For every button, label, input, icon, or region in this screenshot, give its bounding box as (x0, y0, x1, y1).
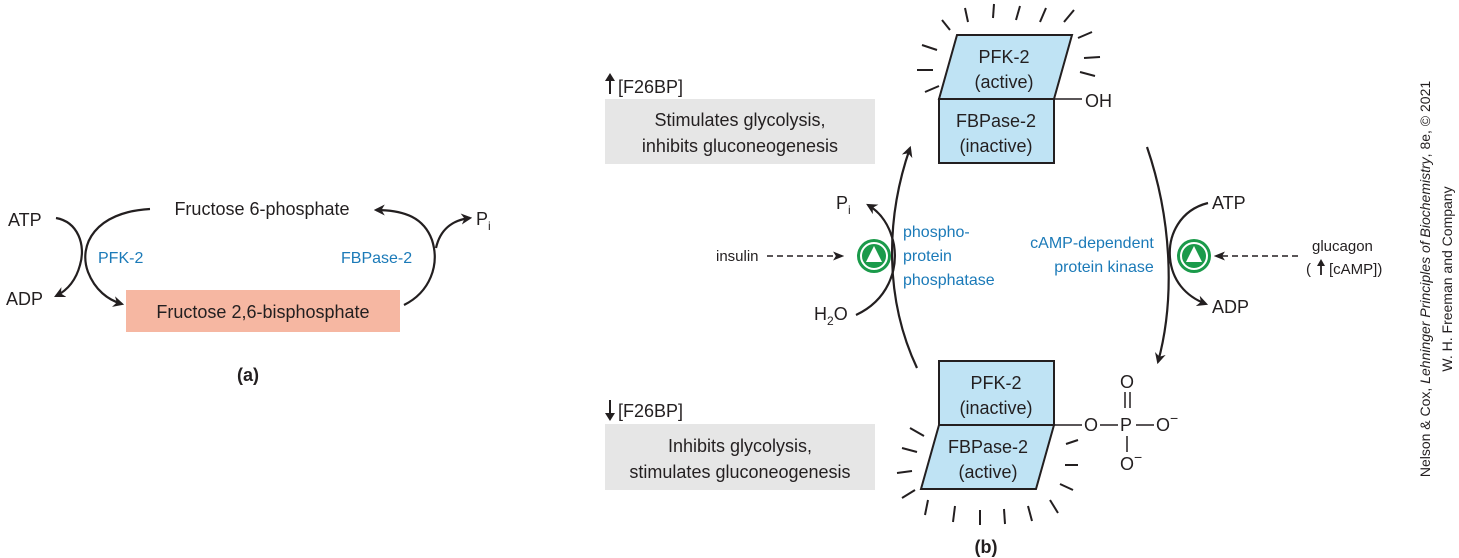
credit-line2: W. H. Freeman and Company (1439, 186, 1455, 371)
phosphatase-line3: phosphatase (903, 272, 995, 289)
panel-a-label: (a) (237, 365, 259, 385)
glucagon-activator-icon (1177, 239, 1211, 273)
phosphatase-line2: protein (903, 248, 952, 265)
stimulates-glycolysis-box (605, 99, 875, 164)
atp-adp-right-arc (1168, 201, 1209, 307)
svg-text:P: P (1120, 415, 1132, 435)
top-fbpase2-inactive-shape (938, 98, 1055, 164)
phosphatase-line1: phospho- (903, 224, 970, 241)
adp-label: ADP (6, 289, 43, 309)
bottom-fbpase2-line2: (active) (958, 462, 1017, 482)
phosphate-o-right: O− (1156, 410, 1178, 435)
inhibits-glycolysis-box (605, 424, 875, 490)
credit-text: Nelson & Cox, Lehninger Principles of Bi… (1417, 81, 1455, 478)
bottom-pfk2-inactive-shape (938, 360, 1055, 426)
fructose-26-bisphosphate-label: Fructose 2,6-bisphosphate (156, 302, 369, 322)
camp-open-paren: ( (1306, 261, 1311, 278)
credit-line1: Nelson & Cox, Lehninger Principles of Bi… (1417, 81, 1433, 478)
svg-text:O: O (1120, 372, 1134, 392)
inhibits-line2: stimulates gluconeogenesis (629, 462, 850, 482)
atp-adp-arrow (54, 216, 84, 297)
fructose-26-bisphosphate-box (126, 290, 400, 332)
glucagon-label: glucagon (1312, 238, 1373, 255)
stimulates-line1: Stimulates glycolysis, (654, 110, 825, 130)
insulin-activator-icon (857, 239, 891, 273)
top-fbpase2-line2: (inactive) (959, 136, 1032, 156)
fructose-6-phosphate-label: Fructose 6-phosphate (174, 199, 349, 219)
pfk2-label: PFK-2 (98, 250, 143, 267)
top-pfk2-line1: PFK-2 (978, 47, 1029, 67)
phosphorylation-arrow (1145, 146, 1170, 365)
bottom-enzyme-activity-rays (896, 427, 1079, 525)
panel-b-label: (b) (975, 537, 998, 557)
right-atp-label: ATP (1212, 193, 1246, 213)
up-arrow-icon (605, 73, 615, 94)
up-f26bp-label: [F26BP] (618, 77, 683, 97)
pi-release-arrow (434, 213, 473, 249)
top-fbpase2-line1: FBPase-2 (956, 111, 1036, 131)
top-pfk2-line2: (active) (974, 72, 1033, 92)
pfk2-arrow (84, 207, 151, 307)
bottom-pfk2-line1: PFK-2 (970, 373, 1021, 393)
down-arrow-icon (605, 400, 615, 421)
inhibits-line1: Inhibits glycolysis, (668, 436, 812, 456)
panel-a: Fructose 2,6-bisphosphate Fructose 6-pho… (6, 199, 491, 385)
atp-label: ATP (8, 210, 42, 230)
kinase-line1: cAMP-dependent (1030, 235, 1154, 252)
camp-up-arrow-icon (1317, 259, 1325, 275)
right-adp-label: ADP (1212, 297, 1249, 317)
h2o-pi-arc (855, 203, 896, 316)
phosphate-group: O P O− O O− (1054, 372, 1178, 474)
panel-b: [F26BP] Stimulates glycolysis, inhibits … (605, 3, 1382, 557)
camp-label: [cAMP]) (1329, 261, 1382, 278)
fbpase2-label: FBPase-2 (341, 250, 412, 267)
fbpase2-arrow (373, 204, 436, 306)
left-pi-label: Pi (836, 193, 851, 217)
svg-text:O: O (1084, 415, 1098, 435)
insulin-label: insulin (716, 248, 759, 265)
phosphate-o-bottom: O− (1120, 449, 1142, 474)
dephosphorylation-arrow (891, 145, 918, 369)
bottom-fbpase2-line1: FBPase-2 (948, 437, 1028, 457)
down-f26bp-label: [F26BP] (618, 401, 683, 421)
top-enzyme-activity-rays (917, 3, 1101, 93)
h2o-label: H2O (814, 304, 848, 328)
pi-label: Pi (476, 209, 491, 233)
kinase-line2: protein kinase (1054, 259, 1154, 276)
bottom-fbpase2-active-shape (919, 424, 1056, 490)
stimulates-line2: inhibits gluconeogenesis (642, 136, 838, 156)
bottom-pfk2-line2: (inactive) (959, 398, 1032, 418)
oh-label: OH (1085, 91, 1112, 111)
